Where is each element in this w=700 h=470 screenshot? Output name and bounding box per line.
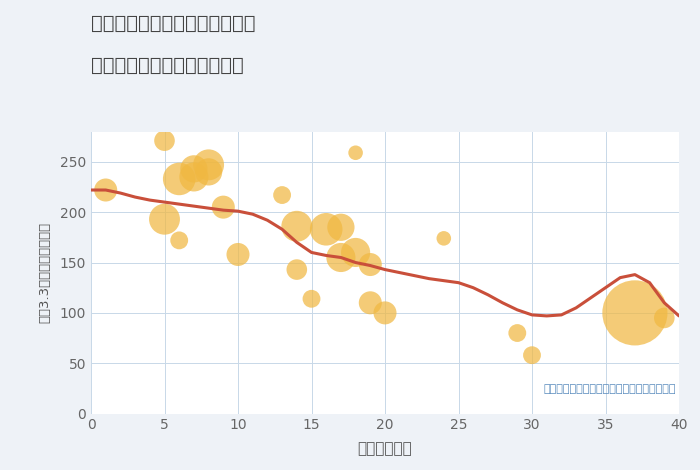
Y-axis label: 坪（3.3㎡）単価（万円）: 坪（3.3㎡）単価（万円） bbox=[38, 222, 51, 323]
Point bbox=[335, 224, 346, 231]
Text: 円の大きさは、取引のあった物件面積を示す: 円の大きさは、取引のあった物件面積を示す bbox=[544, 384, 676, 394]
Point bbox=[232, 251, 244, 258]
Point bbox=[291, 266, 302, 274]
Point bbox=[306, 295, 317, 303]
Point bbox=[350, 249, 361, 256]
Point bbox=[174, 236, 185, 244]
Point bbox=[365, 261, 376, 268]
X-axis label: 築年数（年）: 築年数（年） bbox=[358, 441, 412, 456]
Point bbox=[100, 186, 111, 194]
Point bbox=[188, 173, 199, 180]
Point bbox=[512, 329, 523, 337]
Point bbox=[276, 191, 288, 199]
Point bbox=[629, 309, 641, 317]
Point bbox=[188, 165, 199, 172]
Point bbox=[321, 226, 332, 233]
Point bbox=[335, 254, 346, 261]
Text: 築年数別中古マンション価格: 築年数別中古マンション価格 bbox=[91, 56, 244, 75]
Point bbox=[526, 352, 538, 359]
Point bbox=[365, 299, 376, 306]
Point bbox=[438, 235, 449, 242]
Point bbox=[218, 204, 229, 211]
Point bbox=[350, 149, 361, 157]
Point bbox=[159, 137, 170, 144]
Point bbox=[174, 175, 185, 183]
Point bbox=[203, 168, 214, 176]
Text: 愛知県名古屋市中村区横前町の: 愛知県名古屋市中村区横前町の bbox=[91, 14, 256, 33]
Point bbox=[291, 222, 302, 230]
Point bbox=[659, 314, 670, 321]
Point bbox=[379, 309, 391, 317]
Point bbox=[203, 161, 214, 169]
Point bbox=[159, 215, 170, 223]
